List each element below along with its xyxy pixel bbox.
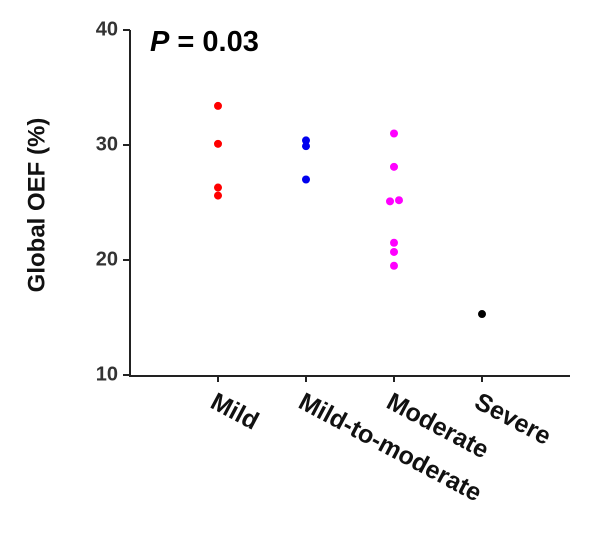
data-point [302,175,310,184]
data-point [390,129,398,138]
data-point [390,247,398,256]
data-point [390,162,398,171]
y-axis-label: Global OEF (%) [23,118,50,293]
annotation-symbol: P [150,26,170,58]
data-point [214,191,222,200]
data-point [386,197,394,206]
data-point [390,261,398,270]
annotation: P = 0.03 [150,26,259,58]
x-tick-label: Mild [206,387,263,435]
data-point [214,101,222,110]
data-point [214,139,222,148]
data-point [214,183,222,192]
data-point [302,142,310,151]
y-tick-label: 30 [96,133,118,155]
data-point [395,196,403,205]
data-point [302,136,310,145]
y-tick-label: 20 [96,248,118,270]
data-point [478,310,486,319]
y-tick-label: 10 [96,363,118,385]
annotation-text: = 0.03 [177,26,258,58]
y-tick-label: 40 [96,18,118,40]
data-point [390,238,398,247]
